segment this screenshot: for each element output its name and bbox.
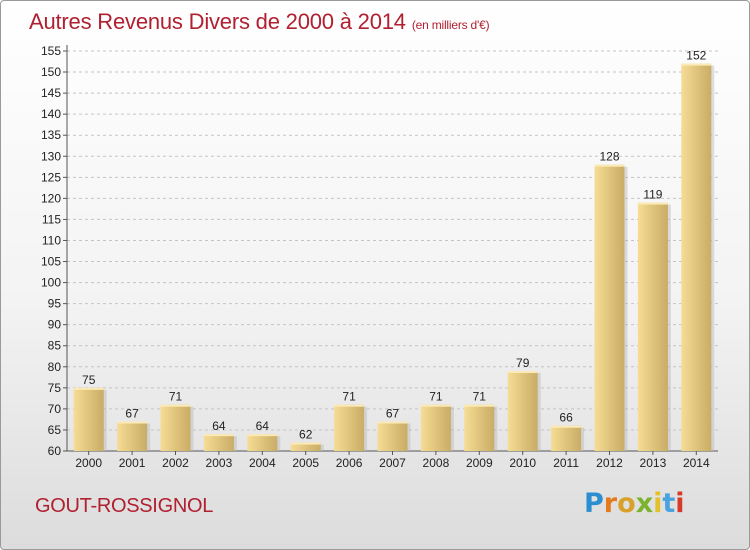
data-label: 152 [686,49,706,63]
bar [73,387,104,451]
bar [420,404,451,451]
bar [203,434,234,451]
y-tick-label: 120 [41,191,61,205]
y-tick-label: 70 [48,402,62,416]
bar [594,164,625,451]
data-label: 62 [299,428,313,442]
bar-top [334,404,365,407]
bar-top [681,63,712,66]
bar [464,404,495,451]
logo-letter: o [617,488,636,519]
x-tick-label: 2003 [206,456,233,470]
logo-letter: i [653,488,663,519]
bar [160,404,191,451]
bar-top [160,404,191,407]
data-label: 71 [473,390,487,404]
value-labels: 75 67 71 64 64 62 71 67 71 71 79 66 128 119 152 [82,49,707,442]
y-tick-label: 115 [42,212,61,226]
bar-top [290,442,321,445]
bar [681,63,712,451]
bar-top [117,421,148,424]
bar-top [637,202,668,205]
data-label: 67 [386,407,400,421]
data-label: 79 [516,356,530,370]
y-tick-label: 60 [48,444,62,458]
bar-top [377,421,408,424]
y-tick-label: 135 [41,128,61,142]
y-tick-label: 130 [41,149,61,163]
bar [377,421,408,451]
data-label: 66 [559,411,573,425]
y-tick-label: 65 [48,423,62,437]
x-tick-label: 2004 [249,456,276,470]
bar [117,421,148,451]
bar-top [594,164,625,167]
bar-top [203,434,234,437]
bar [551,425,582,451]
y-tick-label: 150 [41,65,61,79]
x-tick-label: 2014 [683,456,710,470]
x-tick-label: 2013 [640,456,667,470]
x-tick-label: 2006 [336,456,363,470]
bar [507,371,538,451]
bar [334,404,365,451]
bar-top [73,387,104,390]
data-label: 119 [643,188,662,202]
x-tick-label: 2011 [553,456,579,470]
data-label: 71 [342,390,356,404]
logo-letter: r [603,488,618,519]
y-tick-label: 140 [41,107,61,121]
y-tick-label: 110 [42,233,61,247]
x-tick-label: 2001 [119,456,146,470]
proxiti-logo: Proxiti [584,488,685,519]
bar-top [247,434,278,437]
y-tick-label: 105 [41,255,61,269]
y-tick-label: 125 [41,170,61,184]
bar [290,442,321,451]
data-label: 71 [169,390,183,404]
bar [247,434,278,451]
y-tick-label: 80 [48,360,62,374]
axes: 60 65 70 75 80 85 90 95 100 105 110 115 120 125 130 135… [41,44,718,470]
data-label: 64 [212,419,226,433]
x-tick-label: 2008 [423,456,450,470]
x-tick-label: 2000 [75,456,102,470]
y-tick-label: 90 [48,318,62,332]
logo-letter: t [662,488,676,519]
data-label: 75 [82,373,96,387]
chart-title-text: Autres Revenus Divers de 2000 à 2014 [29,9,406,34]
bar-top [507,371,538,373]
bar-top [464,404,495,407]
bar-top [551,425,582,428]
y-tick-label: 145 [41,86,61,100]
data-label: 128 [599,150,619,164]
y-tick-label: 85 [48,339,62,353]
bar-top [420,404,451,407]
data-label: 71 [429,390,443,404]
logo-letter: x [635,488,654,519]
bar [637,202,668,451]
chart-title: Autres Revenus Divers de 2000 à 2014 (en … [29,9,490,35]
x-tick-label: 2002 [162,456,189,470]
x-tick-label: 2009 [466,456,493,470]
data-label: 67 [125,407,139,421]
y-tick-label: 155 [41,44,61,58]
logo-letter: P [584,488,604,519]
x-tick-label: 2012 [596,456,623,470]
commune-name: GOUT-ROSSIGNOL [35,495,214,517]
x-tick-label: 2005 [292,456,319,470]
data-label: 64 [256,419,270,433]
logo-letter: i [675,488,685,519]
y-tick-label: 95 [48,297,62,311]
y-tick-label: 75 [48,381,62,395]
chart-unit: (en milliers d'€) [411,18,490,32]
y-tick-label: 100 [41,276,61,290]
x-tick-label: 2007 [379,456,406,470]
bars [73,63,715,451]
x-tick-label: 2010 [509,456,536,470]
